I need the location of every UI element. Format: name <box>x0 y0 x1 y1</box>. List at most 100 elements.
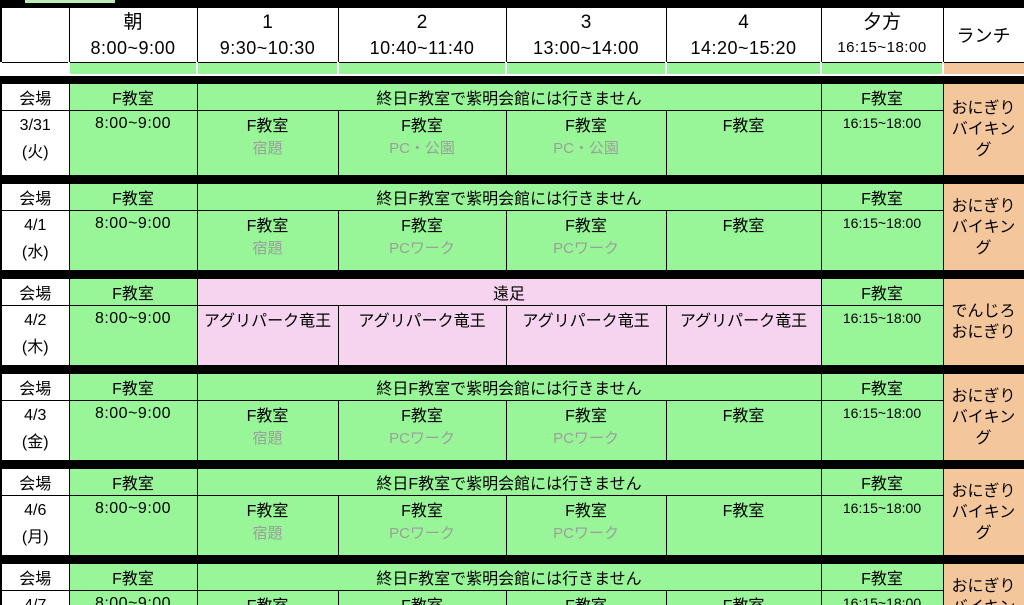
slot-activity: PCワーク <box>389 430 455 447</box>
slot-venue: F教室 <box>722 503 765 520</box>
date-cell: 4/7 (火) <box>0 590 70 605</box>
evening-venue-cell: F教室 <box>820 83 944 111</box>
slot-cell-4: F教室 <box>665 400 822 461</box>
slot-venue: アグリパーク竜王 <box>203 313 332 330</box>
venue-label: 会場 <box>0 83 70 111</box>
venue-label: 会場 <box>0 468 70 496</box>
col-header-time: 10:40~11:40 <box>369 38 475 58</box>
weekday-label: (水) <box>21 244 49 261</box>
slot-activity: PCワーク <box>553 525 619 542</box>
date-cell: 3/31 (火) <box>0 110 70 176</box>
slot-cell-3: F教室 PCワーク <box>505 400 667 461</box>
slot-cell-2: F教室 PCワーク <box>337 495 507 556</box>
col-header-label: 夕方 <box>862 12 901 33</box>
evening-venue-cell: F教室 <box>820 468 944 496</box>
slot-cell-1: F教室 宿題 <box>196 110 339 176</box>
block-divider <box>1 175 1024 184</box>
col-header-period-2: 2 10:40~11:40 <box>337 7 507 63</box>
slot-cell-2: F教室 PCワーク <box>337 400 507 461</box>
morning-time-cell: 8:00~9:00 <box>68 305 198 366</box>
slot-activity: PCワーク <box>389 525 455 542</box>
slot-venue: F教室 <box>401 218 443 235</box>
block-divider <box>1 270 1024 279</box>
date-row-4-3: 4/3 (金) 8:00~9:00 F教室 宿題 F教室 PCワーク F教室 P… <box>0 400 1024 461</box>
cutoff-row-cell <box>665 62 822 76</box>
col-header-label: 4 <box>738 12 749 33</box>
date-cell: 4/3 (金) <box>0 400 70 461</box>
slot-activity: PC・公園 <box>389 140 455 157</box>
date-cell: 4/6 (月) <box>0 495 70 556</box>
venue-row-4-6: 会場 F教室 終日F教室で紫明会館には行きません F教室 おにぎりバイキング <box>0 468 1024 556</box>
block-divider <box>1 555 1024 564</box>
morning-time-cell: 8:00~9:00 <box>68 110 198 176</box>
col-header-period-1: 1 9:30~10:30 <box>196 7 339 63</box>
cutoff-row-cell <box>942 62 1024 76</box>
slot-cell-2: F教室 PCワーク <box>337 210 507 271</box>
col-header-period-4: 4 14:20~15:20 <box>665 7 822 63</box>
col-header-period-3: 3 13:00~14:00 <box>505 7 667 63</box>
slot-venue: F教室 <box>401 408 443 425</box>
evening-time-cell: 16:15~18:00 <box>820 495 944 556</box>
date-label: 4/2 <box>24 312 47 329</box>
col-header-time: 13:00~14:00 <box>532 38 640 58</box>
morning-time-cell: 8:00~9:00 <box>68 590 198 605</box>
allday-note-cell: 終日F教室で紫明会館には行きません <box>196 373 822 401</box>
slot-venue: F教室 <box>565 503 607 520</box>
morning-venue-cell: F教室 <box>68 183 198 211</box>
venue-label: 会場 <box>0 373 70 401</box>
slot-cell-2: F教室 PC・公園 <box>337 110 507 176</box>
slot-cell-1: F教室 宿題 <box>196 210 339 271</box>
date-cell: 4/1 (水) <box>0 210 70 271</box>
evening-venue-cell: F教室 <box>820 563 944 591</box>
venue-row-4-2: 会場 F教室 遠足 F教室 でんじろおにぎり <box>0 278 1024 366</box>
col-header-time: 14:20~15:20 <box>690 38 797 58</box>
lunch-cell: おにぎりバイキング <box>942 183 1024 271</box>
block-divider <box>1 75 1024 84</box>
cutoff-row-cell <box>0 62 70 76</box>
slot-activity: 宿題 <box>252 240 283 257</box>
lunch-cell: おにぎりバイキング <box>942 563 1024 605</box>
evening-venue-cell: F教室 <box>820 373 944 401</box>
slot-cell-4: F教室 <box>665 495 822 556</box>
col-header-evening: 夕方 16:15~18:00 <box>820 7 944 63</box>
col-header-time: 9:30~10:30 <box>219 38 316 58</box>
slot-venue: F教室 <box>401 118 443 135</box>
allday-note-cell: 終日F教室で紫明会館には行きません <box>196 83 822 111</box>
slot-cell-3: F教室 PCワーク <box>505 210 667 271</box>
slot-cell-1: F教室 宿題 <box>196 495 339 556</box>
weekday-label: (火) <box>21 144 49 161</box>
slot-cell-1: F教室 宿題 <box>196 400 339 461</box>
allday-note-cell: 終日F教室で紫明会館には行きません <box>196 183 822 211</box>
col-header-label: 1 <box>262 12 273 33</box>
slot-venue: F教室 <box>722 408 765 425</box>
evening-time-cell: 16:15~18:00 <box>820 305 944 366</box>
slot-venue: アグリパーク竜王 <box>358 313 486 330</box>
evening-venue-cell: F教室 <box>820 183 944 211</box>
slot-activity: PC・公園 <box>553 140 619 157</box>
morning-venue-cell: F教室 <box>68 373 198 401</box>
slot-activity: PCワーク <box>389 240 455 257</box>
slot-cell-4: アグリパーク竜王 <box>665 305 822 366</box>
evening-time-cell: 16:15~18:00 <box>820 110 944 176</box>
slot-activity: PCワーク <box>553 240 619 257</box>
venue-row-3-31: 会場 F教室 終日F教室で紫明会館には行きません F教室 おにぎりバイキング <box>0 83 1024 176</box>
venue-label: 会場 <box>0 563 70 591</box>
slot-venue: F教室 <box>246 503 289 520</box>
cutoff-row-cell <box>820 62 944 76</box>
lunch-cell: おにぎりバイキング <box>942 373 1024 461</box>
slot-activity: 宿題 <box>252 525 283 542</box>
slot-cell-3: アグリパーク竜王 <box>505 305 667 366</box>
morning-venue-cell: F教室 <box>68 468 198 496</box>
slot-cell-4: F教室 <box>665 110 822 176</box>
col-header-lunch: ランチ <box>942 7 1024 63</box>
cutoff-row-cell <box>68 62 198 76</box>
slot-activity: 宿題 <box>252 140 283 157</box>
cutoff-row-cell <box>196 62 339 76</box>
weekday-label: (月) <box>21 529 49 546</box>
col-header-morning: 朝 8:00~9:00 <box>68 7 198 63</box>
venue-label: 会場 <box>0 278 70 306</box>
date-cell: 4/2 (木) <box>0 305 70 366</box>
cutoff-row-cell <box>337 62 507 76</box>
evening-time-cell: 16:15~18:00 <box>820 400 944 461</box>
top-border <box>0 0 1024 7</box>
